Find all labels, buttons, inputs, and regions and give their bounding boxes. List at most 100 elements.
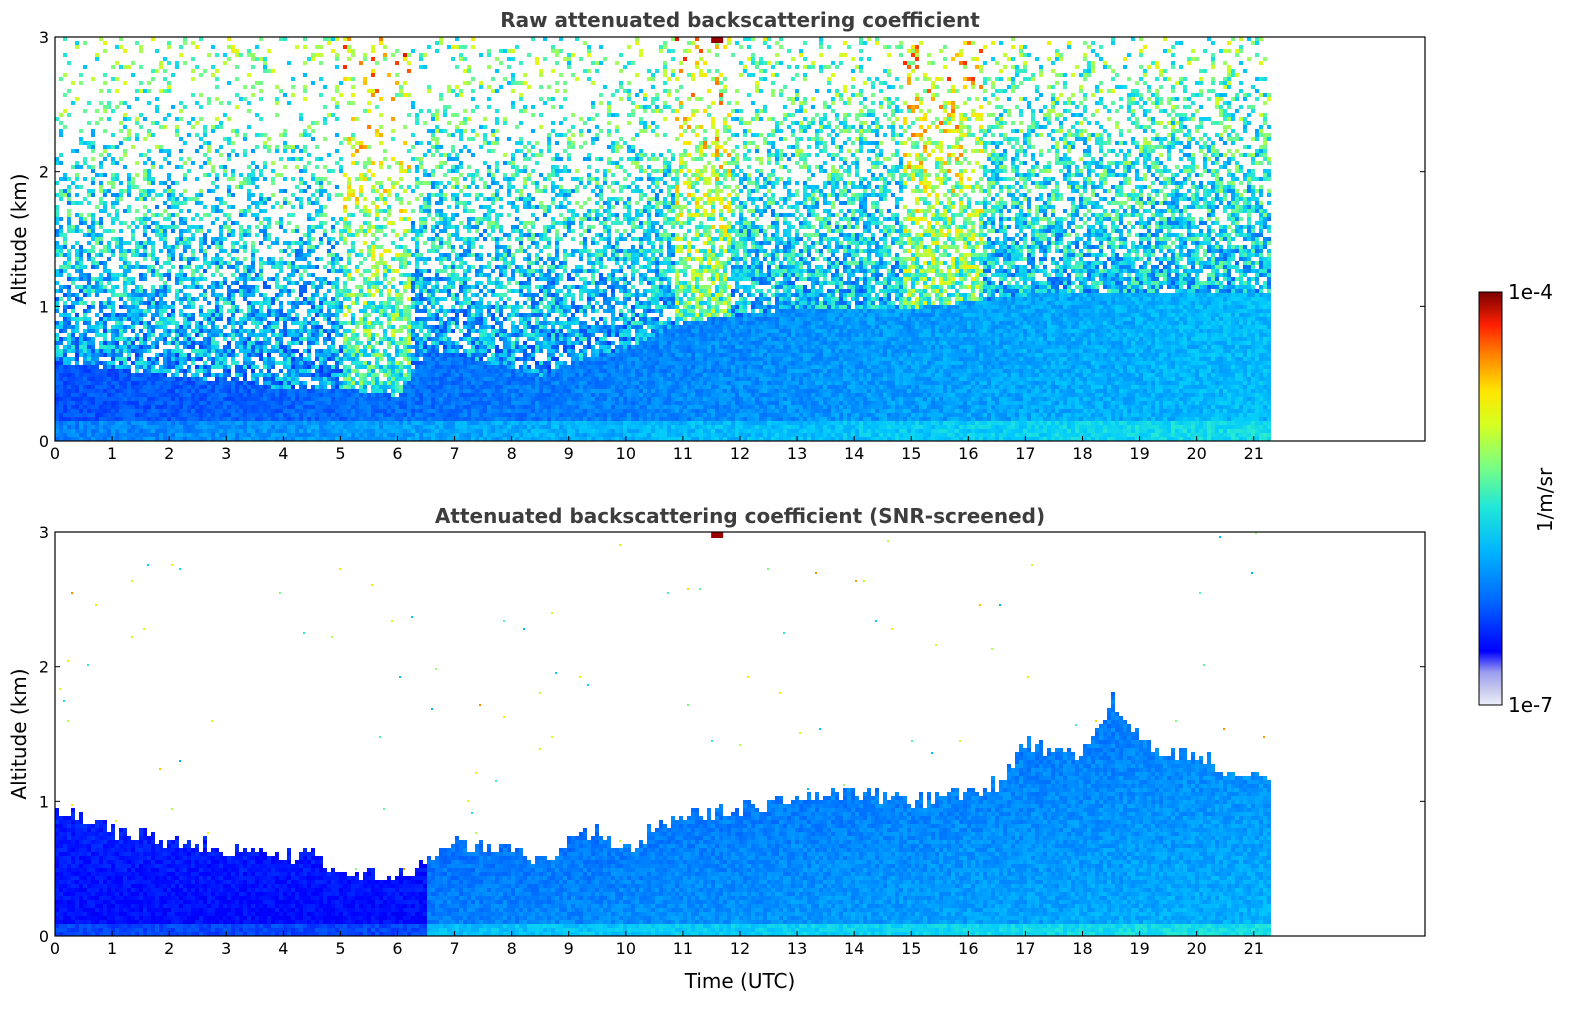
heat-cell [87,225,91,229]
heat-cell [71,385,75,389]
heat-cell [147,433,151,437]
heat-cell [131,325,135,329]
heat-cell [147,241,151,245]
heat-cell [123,293,127,297]
heat-cell [67,305,71,309]
heat-cell [139,353,143,357]
heat-cell [75,185,79,189]
heat-cell [83,197,87,201]
heat-cell [95,285,99,289]
heat-cell [151,77,155,81]
heat-cell [71,365,75,369]
heat-cell [87,281,91,285]
heat-cell [135,357,139,361]
heat-cell [71,425,75,429]
heat-cell [87,365,91,369]
heat-cell [83,157,87,161]
heat-cell [99,321,103,325]
heat-cell [103,385,107,389]
heat-cell [63,317,67,321]
heat-cell [91,141,95,145]
heat-cell [115,345,119,349]
heat-cell [67,225,71,229]
heat-cell [115,161,119,165]
heat-cell [99,225,103,229]
heat-cell [115,173,119,177]
heat-cell [67,297,71,301]
heat-cell [123,253,127,257]
heat-cell [95,277,99,281]
heat-cell [115,353,119,357]
heat-cell [79,421,83,425]
heat-cell [83,293,87,297]
heat-cell [79,289,83,293]
heat-cell [119,429,123,433]
heat-cell [63,173,67,177]
heat-cell [67,369,71,373]
heat-cell [143,301,147,305]
heat-cell [111,325,115,329]
heat-cell [127,117,131,121]
heat-cell [83,401,87,405]
heat-cell [63,393,67,397]
heat-cell [131,409,135,413]
heat-cell [103,353,107,357]
heat-cell [119,253,123,257]
heat-cell [135,337,139,341]
heat-cell [111,253,115,257]
heat-cell [111,413,115,417]
heat-cell [127,305,131,309]
heat-cell [147,301,151,305]
heat-cell [59,233,63,237]
heat-cell [71,165,75,169]
heat-cell [103,325,107,329]
heat-cell [87,369,91,373]
heat-cell [83,357,87,361]
heat-cell [103,73,107,77]
heat-cell [87,421,91,425]
heat-cell [139,313,143,317]
heat-cell [127,425,131,429]
heat-cell [119,325,123,329]
heat-cell [107,409,111,413]
heat-cell [123,81,127,85]
heat-cell [99,393,103,397]
heat-cell [83,369,87,373]
heat-cell [127,397,131,401]
heat-cell [75,193,79,197]
heat-cell [79,353,83,357]
heat-cell [63,417,67,421]
heat-cell [87,425,91,429]
heat-cell [75,413,79,417]
heat-cell [115,369,119,373]
heat-cell [119,101,123,105]
heat-cell [107,393,111,397]
heat-cell [119,433,123,437]
heat-cell [79,417,83,421]
heat-cell [63,397,67,401]
heat-cell [91,417,95,421]
heat-cell [59,161,63,165]
heat-cell [131,229,135,233]
heat-cell [111,293,115,297]
heat-cell [147,349,151,353]
heat-cell [147,193,151,197]
heat-cell [111,305,115,309]
heat-cell [143,233,147,237]
heat-cell [59,389,63,393]
heat-cell [67,177,71,181]
heat-cell [143,265,147,269]
heat-cell [67,349,71,353]
heat-cell [63,421,67,425]
heat-cell [79,393,83,397]
heat-cell [99,189,103,193]
heat-cell [107,277,111,281]
heat-cell [107,413,111,417]
heat-cell [75,361,79,365]
heat-cell [95,241,99,245]
heat-cell [91,409,95,413]
heat-cell [99,161,103,165]
heat-cell [67,285,71,289]
heat-cell [135,317,139,321]
heat-cell [71,413,75,417]
